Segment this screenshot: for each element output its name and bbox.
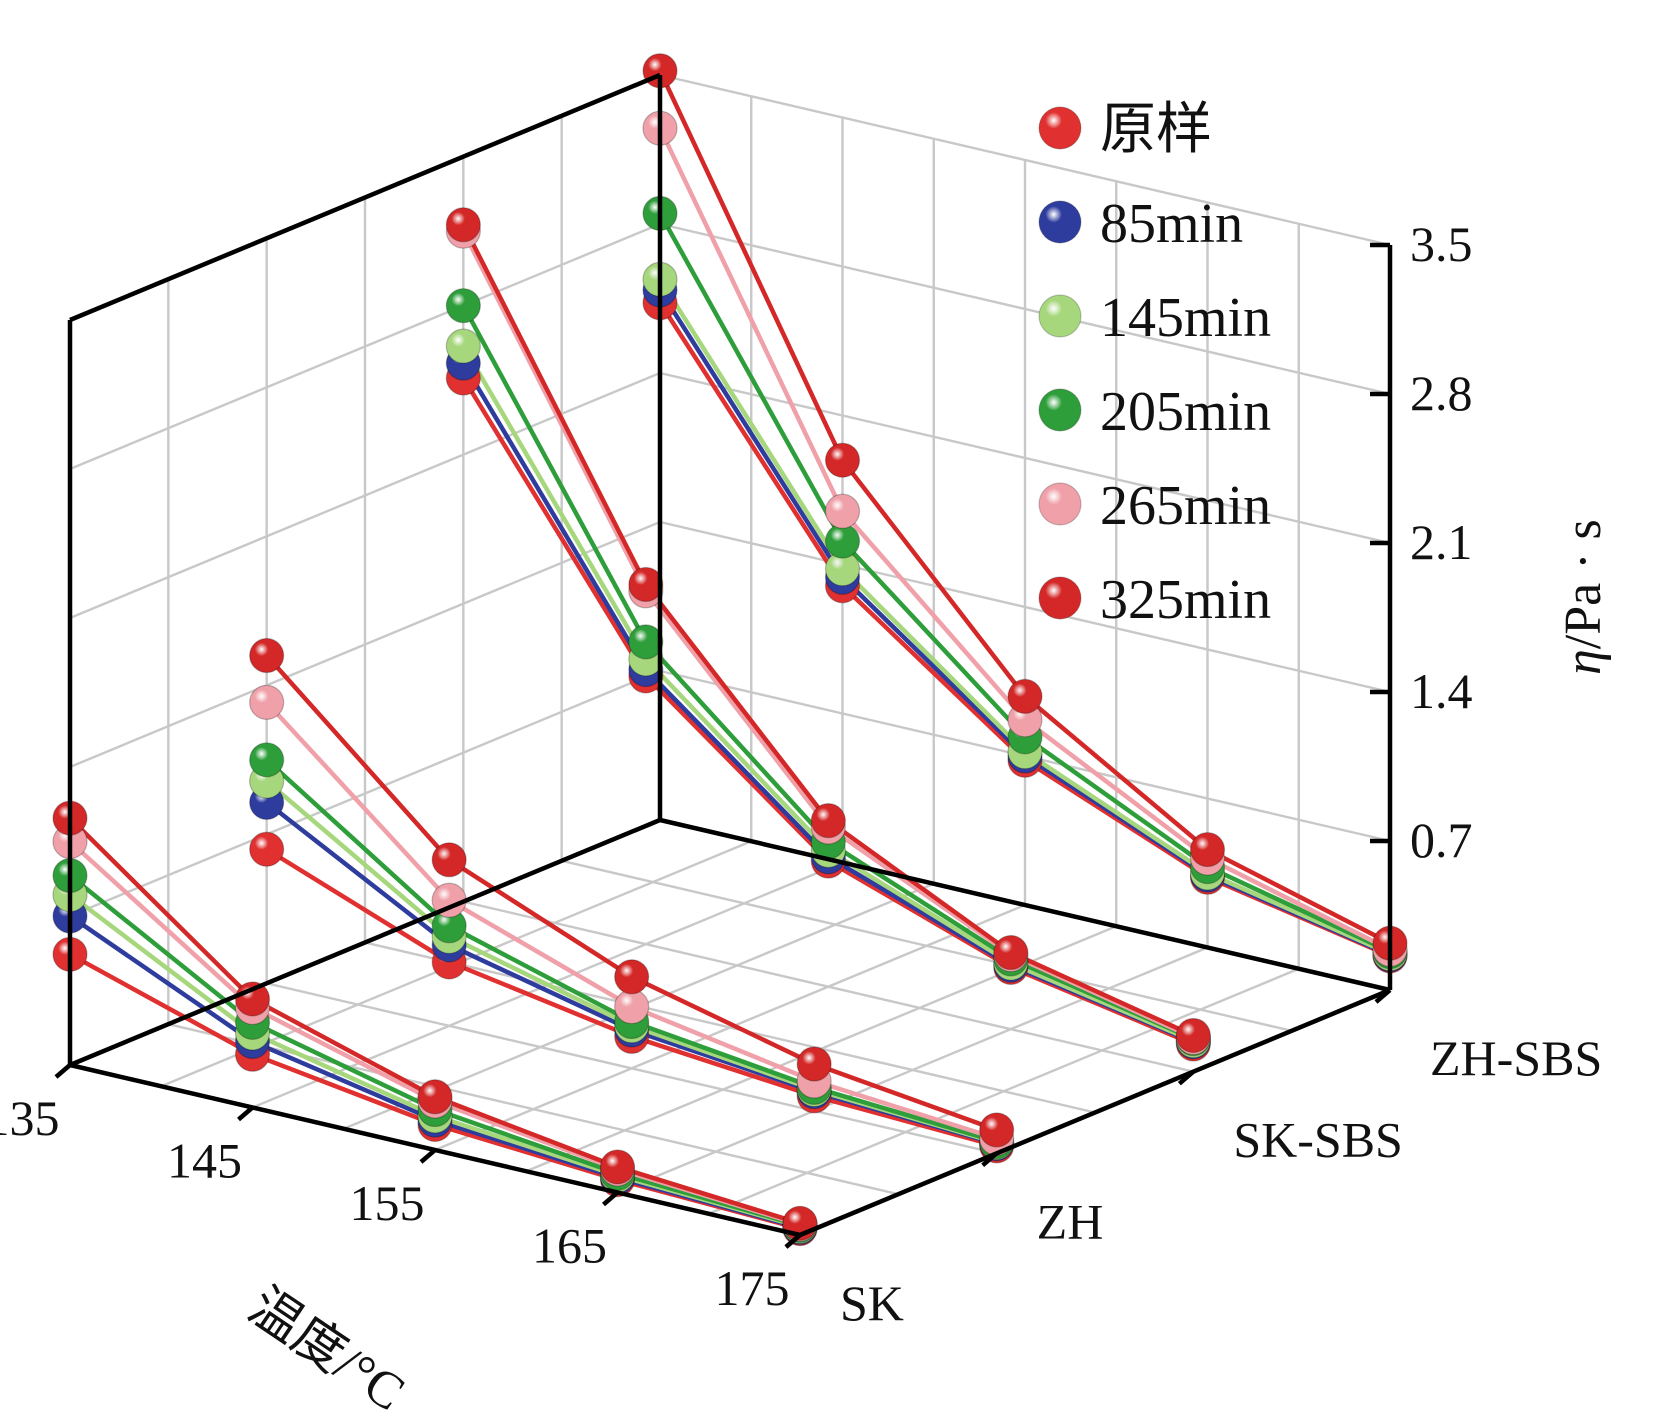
legend-item: 145min bbox=[1038, 287, 1271, 349]
sample-tick-mark bbox=[1177, 1069, 1195, 1086]
temperature-axis-ticks: 135 145 155 165 175 bbox=[0, 1063, 802, 1316]
data-point bbox=[445, 288, 481, 324]
sample-axis-ticks: SK ZH SK-SBS ZH-SBS bbox=[784, 988, 1602, 1331]
temperature-tick-label: 135 bbox=[0, 1090, 60, 1146]
data-point bbox=[979, 1112, 1015, 1148]
data-point bbox=[1007, 678, 1043, 715]
series-group-sk bbox=[52, 800, 818, 1247]
legend-item: 325min bbox=[1038, 569, 1271, 631]
legend-label: 205min bbox=[1100, 381, 1271, 443]
viscosity-axis-unit: /Pa · s bbox=[1555, 519, 1612, 649]
temperature-tick-label: 175 bbox=[715, 1260, 790, 1316]
viscosity-tick-label: 1.4 bbox=[1410, 663, 1473, 719]
legend-item: 原样 bbox=[1038, 99, 1212, 161]
viscosity-tick-label: 2.1 bbox=[1410, 514, 1473, 570]
grid-line-floor bbox=[364, 941, 1096, 1114]
data-point bbox=[824, 442, 861, 478]
sample-tick-mark bbox=[981, 1151, 999, 1168]
temperature-tick-label: 145 bbox=[167, 1133, 242, 1189]
data-point bbox=[614, 959, 650, 995]
data-point bbox=[249, 637, 285, 674]
viscosity-axis-ticks: 0.7 1.4 2.1 2.8 3.5 bbox=[1370, 216, 1473, 868]
temperature-axis-label: 温度/°C bbox=[238, 1278, 414, 1423]
legend: 原样 85min 145min 205min 265min 325min bbox=[1038, 99, 1271, 631]
legend-label: 原样 bbox=[1100, 99, 1212, 161]
series-group-zh-sbs bbox=[642, 53, 1408, 974]
sample-tick-label: ZH-SBS bbox=[1430, 1030, 1602, 1086]
grid-line-floor bbox=[266, 982, 997, 1155]
axis-frame bbox=[67, 72, 1393, 1238]
viscosity-tick-label: 0.7 bbox=[1410, 812, 1473, 868]
series-layer bbox=[52, 53, 1408, 1247]
data-point bbox=[445, 207, 481, 243]
data-point bbox=[628, 624, 664, 660]
legend-item: 85min bbox=[1038, 193, 1243, 255]
frame-left-bottom bbox=[69, 817, 661, 1068]
frame-sample-axis bbox=[799, 987, 1391, 1238]
grid-line-floor bbox=[561, 859, 1292, 1033]
data-point bbox=[614, 989, 650, 1025]
sample-tick-label: SK bbox=[840, 1275, 904, 1331]
temperature-tick-mark bbox=[237, 1105, 254, 1122]
data-point bbox=[1189, 831, 1226, 868]
data-point bbox=[431, 842, 467, 878]
series-group-zh bbox=[249, 637, 1015, 1164]
grid-line-floor bbox=[463, 900, 1194, 1073]
viscosity-axis-label: η/Pa · s bbox=[1555, 519, 1612, 675]
temperature-tick-label: 155 bbox=[350, 1175, 425, 1231]
data-point bbox=[993, 934, 1029, 971]
viscosity-tick-label: 2.8 bbox=[1410, 365, 1473, 421]
data-point bbox=[628, 566, 664, 603]
legend-marker bbox=[1038, 294, 1082, 338]
frame-back-bottom bbox=[659, 817, 1391, 993]
sample-tick-label: ZH bbox=[1037, 1193, 1104, 1249]
data-point bbox=[824, 493, 861, 529]
data-point bbox=[417, 1079, 453, 1115]
sample-tick-label: SK-SBS bbox=[1233, 1112, 1403, 1168]
data-point bbox=[599, 1149, 636, 1185]
temperature-tick-mark bbox=[602, 1190, 619, 1207]
data-point bbox=[1175, 1017, 1211, 1054]
sample-tick-mark bbox=[784, 1233, 802, 1249]
legend-item: 205min bbox=[1038, 381, 1271, 443]
legend-marker bbox=[1038, 482, 1082, 526]
legend-label: 265min bbox=[1100, 475, 1271, 537]
legend-marker bbox=[1038, 576, 1082, 620]
legend-item: 265min bbox=[1038, 475, 1271, 537]
data-point bbox=[249, 684, 285, 720]
legend-label: 325min bbox=[1100, 569, 1271, 631]
legend-label: 145min bbox=[1100, 287, 1271, 349]
legend-marker bbox=[1038, 200, 1082, 244]
viscosity-tick-label: 3.5 bbox=[1410, 216, 1473, 272]
series-group-sk-sbs bbox=[445, 207, 1211, 1062]
data-point bbox=[249, 831, 285, 867]
data-point bbox=[445, 328, 481, 364]
temperature-tick-label: 165 bbox=[532, 1218, 607, 1274]
legend-marker bbox=[1038, 388, 1082, 432]
series-line-sk-sbs-5 bbox=[461, 223, 1195, 1038]
data-point bbox=[824, 523, 861, 559]
sample-tick-mark bbox=[1374, 988, 1392, 1004]
legend-marker bbox=[1038, 106, 1082, 150]
data-point bbox=[249, 742, 285, 778]
legend-label: 85min bbox=[1100, 193, 1243, 255]
data-point bbox=[796, 1046, 832, 1082]
temperature-tick-mark bbox=[419, 1148, 437, 1164]
temperature-tick-mark bbox=[54, 1063, 72, 1079]
data-point bbox=[810, 803, 846, 839]
frame-left-top bbox=[69, 72, 661, 323]
viscosity-axis-symbol: η bbox=[1555, 649, 1612, 675]
